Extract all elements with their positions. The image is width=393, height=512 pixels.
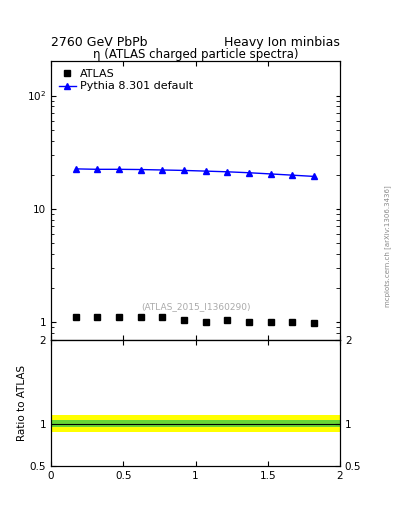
Pythia 8.301 default [268, 171, 273, 177]
Pythia 8.301 default [95, 166, 100, 173]
Line: Pythia 8.301 default: Pythia 8.301 default [73, 166, 317, 179]
ATLAS [268, 319, 273, 325]
ATLAS [138, 314, 143, 321]
Pythia 8.301 default [246, 169, 251, 176]
ATLAS [225, 316, 230, 323]
ATLAS [290, 319, 295, 325]
ATLAS [95, 314, 100, 321]
Pythia 8.301 default [73, 166, 78, 172]
ATLAS [160, 314, 165, 321]
Pythia 8.301 default [290, 172, 295, 178]
Bar [51, 420, 340, 427]
Text: Heavy Ion minbias: Heavy Ion minbias [224, 36, 340, 49]
ATLAS [182, 316, 186, 323]
Text: (ATLAS_2015_I1360290): (ATLAS_2015_I1360290) [141, 302, 250, 311]
Pythia 8.301 default [312, 174, 316, 180]
Text: mcplots.cern.ch [arXiv:1306.3436]: mcplots.cern.ch [arXiv:1306.3436] [384, 185, 391, 307]
Pythia 8.301 default [203, 168, 208, 174]
ATLAS [117, 314, 121, 321]
Pythia 8.301 default [160, 167, 165, 173]
Y-axis label: Ratio to ATLAS: Ratio to ATLAS [17, 365, 27, 441]
Legend: ATLAS, Pythia 8.301 default: ATLAS, Pythia 8.301 default [57, 67, 195, 94]
Pythia 8.301 default [117, 166, 121, 173]
Line: ATLAS: ATLAS [73, 314, 317, 326]
Bar [51, 415, 340, 432]
Pythia 8.301 default [225, 169, 230, 175]
ATLAS [246, 319, 251, 325]
ATLAS [312, 320, 316, 326]
ATLAS [73, 314, 78, 321]
Pythia 8.301 default [182, 167, 186, 174]
Title: η (ATLAS charged particle spectra): η (ATLAS charged particle spectra) [93, 49, 298, 61]
Pythia 8.301 default [138, 166, 143, 173]
Text: 2760 GeV PbPb: 2760 GeV PbPb [51, 36, 148, 49]
ATLAS [203, 319, 208, 325]
